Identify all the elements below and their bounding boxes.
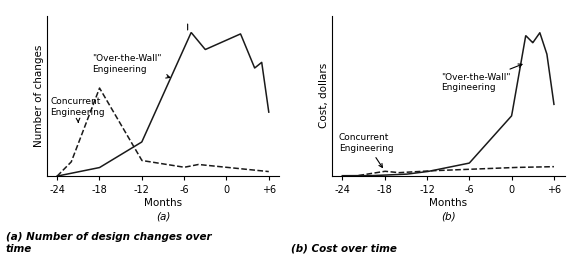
Y-axis label: Cost, dollars: Cost, dollars [319,63,329,128]
Text: Concurrent
Engineering: Concurrent Engineering [339,133,393,168]
Text: (a): (a) [156,211,170,221]
Text: (b) Cost over time: (b) Cost over time [291,244,397,254]
Text: "Over-the-Wall"
Engineering: "Over-the-Wall" Engineering [441,64,522,92]
X-axis label: Months: Months [429,198,467,208]
Text: (a) Number of design changes over
time: (a) Number of design changes over time [6,232,211,254]
Text: Concurrent
Engineering: Concurrent Engineering [50,97,105,122]
Text: "Over-the-Wall"
Engineering: "Over-the-Wall" Engineering [93,54,170,78]
Y-axis label: Number of changes: Number of changes [34,45,44,147]
X-axis label: Months: Months [144,198,182,208]
Text: (b): (b) [441,211,456,221]
